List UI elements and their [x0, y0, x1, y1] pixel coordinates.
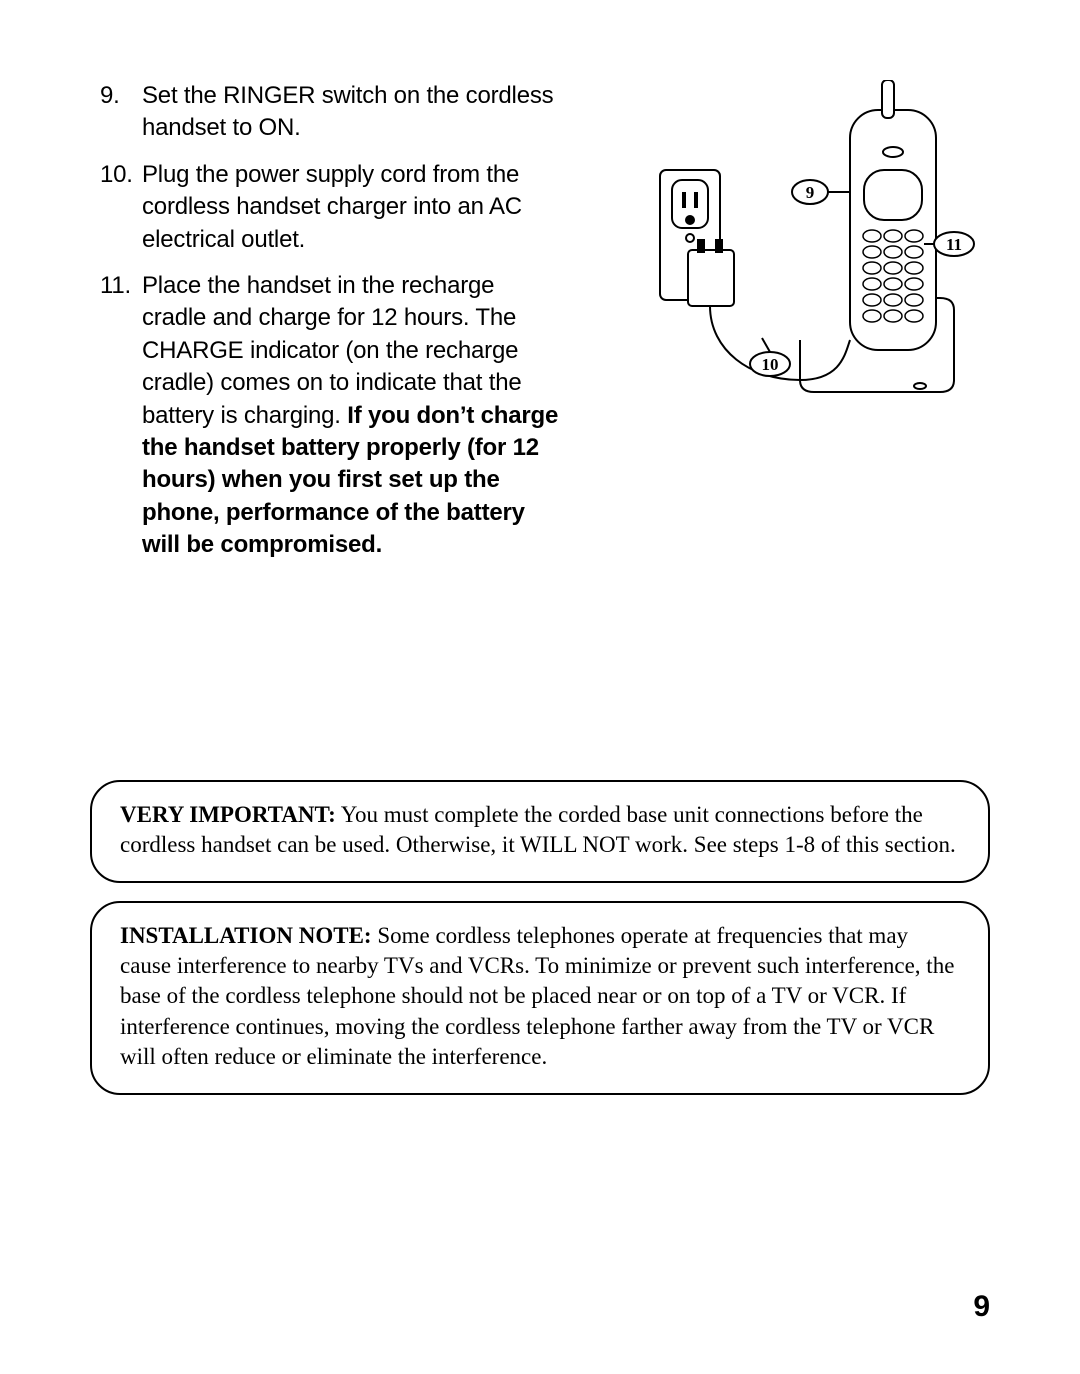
steps-column: 9. Set the RINGER switch on the cordless…	[100, 80, 560, 575]
manual-page: 9. Set the RINGER switch on the cordless…	[0, 0, 1080, 1374]
step-text: Plug the power supply cord from the cord…	[142, 159, 560, 256]
phone-charger-illustration: 9 11 10	[650, 80, 980, 420]
step-10: 10. Plug the power supply cord from the …	[100, 159, 560, 256]
step-number: 10.	[100, 159, 142, 256]
illustration-column: 9 11 10	[590, 80, 990, 420]
note-label: VERY IMPORTANT:	[120, 802, 336, 827]
step-11: 11. Place the handset in the recharge cr…	[100, 270, 560, 562]
step-number: 11.	[100, 270, 142, 562]
step-text: Set the RINGER switch on the cordless ha…	[142, 80, 560, 145]
step-9: 9. Set the RINGER switch on the cordless…	[100, 80, 560, 145]
page-number: 9	[973, 1290, 990, 1324]
callout-11-label: 11	[946, 235, 962, 254]
callout-10-label: 10	[762, 355, 779, 374]
very-important-box: VERY IMPORTANT: You must complete the co…	[90, 780, 990, 883]
instruction-list: 9. Set the RINGER switch on the cordless…	[100, 80, 560, 561]
installation-note-box: INSTALLATION NOTE: Some cordless telepho…	[90, 901, 990, 1095]
note-label: INSTALLATION NOTE:	[120, 923, 372, 948]
step-number: 9.	[100, 80, 142, 145]
notes-section: VERY IMPORTANT: You must complete the co…	[90, 780, 990, 1113]
content-row: 9. Set the RINGER switch on the cordless…	[100, 80, 990, 575]
callout-9-label: 9	[806, 183, 815, 202]
step-text: Place the handset in the recharge cradle…	[142, 270, 560, 562]
